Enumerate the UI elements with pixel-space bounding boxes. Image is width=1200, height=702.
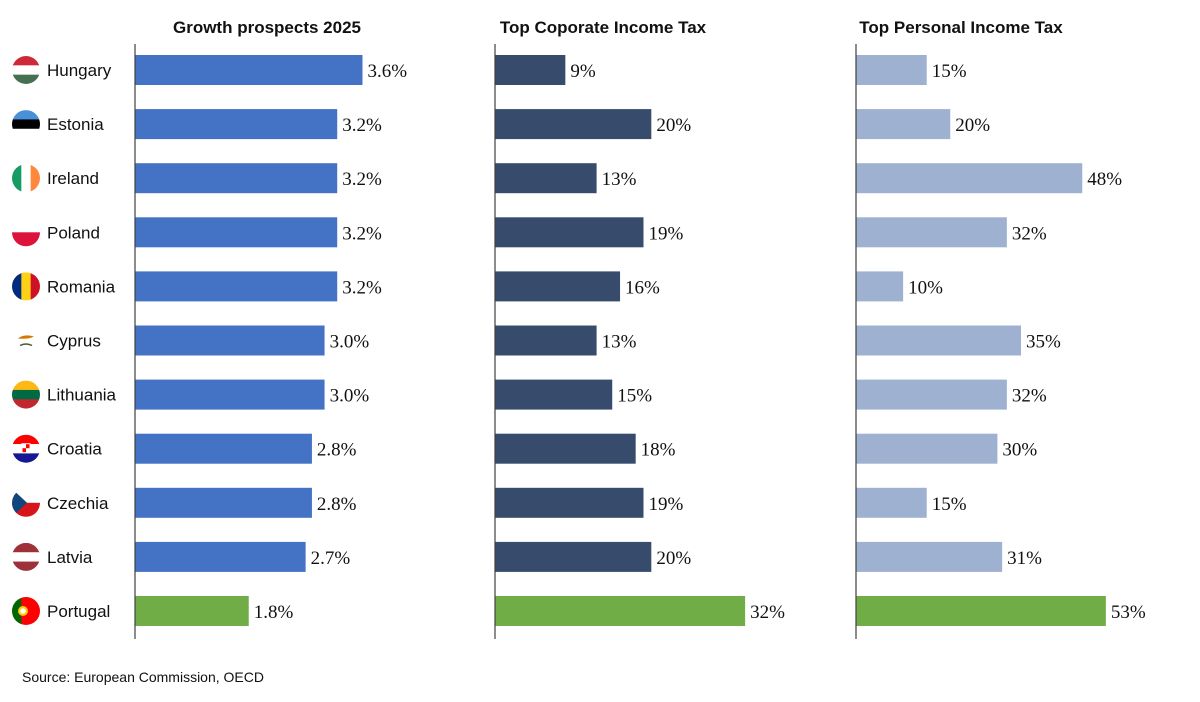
bar [856,596,1106,626]
data-label: 2.8% [317,440,357,461]
data-label: 1.8% [254,602,294,623]
bar [495,271,621,302]
bar [495,217,644,248]
data-label: 32% [1012,386,1047,407]
bar [495,433,636,464]
data-label: 15% [617,386,652,407]
croatia-flag-icon [12,434,40,463]
data-label: 10% [908,277,943,298]
data-label: 3.6% [367,61,407,82]
bar [135,217,338,248]
bar [495,541,652,572]
bar [135,325,325,356]
poland-flag-icon [12,218,40,247]
data-label: 19% [649,223,684,244]
country-label: Cyprus [47,332,101,351]
data-label: 3.0% [330,332,370,353]
bar [135,271,338,302]
data-label: 19% [649,494,684,515]
bar [856,433,998,464]
data-label: 53% [1111,602,1146,623]
data-label: 20% [955,115,990,136]
country-label: Croatia [47,440,102,459]
hungary-flag-icon [12,56,40,84]
data-label: 15% [932,61,967,82]
data-label: 2.8% [317,494,357,515]
data-label: 2.7% [311,548,351,569]
data-label: 3.2% [342,115,382,136]
panel-title: Top Coporate Income Tax [500,18,707,37]
romania-flag-icon [12,272,40,301]
bar [856,271,904,302]
latvia-flag-icon [12,542,40,571]
data-label: 31% [1007,548,1042,569]
bar [856,325,1021,356]
cyprus-flag-icon [12,326,40,355]
panel-2: Top Coporate Income Tax 9% 20% 13% 19% 16% 13%… [494,18,785,639]
bar [856,217,1007,248]
ireland-flag-icon [12,164,40,193]
data-label: 18% [641,440,676,461]
bar [135,109,338,140]
bar [495,379,613,410]
source-note: Source: European Commission, OECD [22,669,264,685]
country-label: Czechia [47,494,109,513]
lithuania-flag-icon [12,380,40,409]
data-label: 3.2% [342,277,382,298]
panel-title: Growth prospects 2025 [173,18,361,37]
country-label: Portugal [47,602,110,621]
data-label: 15% [932,494,967,515]
bar [495,109,652,140]
bar [856,109,951,140]
country-label: Romania [47,277,116,296]
data-label: 13% [602,332,637,353]
bar [856,379,1007,410]
data-label: 3.2% [342,223,382,244]
bar [856,541,1003,572]
data-label: 3.2% [342,169,382,190]
data-label: 9% [570,61,596,82]
country-label: Estonia [47,115,104,134]
country-label: Lithuania [47,386,117,405]
country-label: Ireland [47,169,99,188]
bar [135,596,249,626]
country-label: Hungary [47,61,112,80]
bar [135,379,325,410]
bar [495,596,746,626]
data-label: 30% [1002,440,1037,461]
bar [135,163,338,194]
bar [495,163,597,194]
bar [135,541,306,572]
bar [135,433,312,464]
data-label: 13% [602,169,637,190]
data-label: 3.0% [330,386,370,407]
data-label: 20% [656,115,691,136]
bar [495,55,566,85]
country-label-column: Hungary Estonia Ireland Poland Romania Cyprus… [47,61,117,621]
bar [135,487,312,518]
bar [495,325,597,356]
country-label: Poland [47,223,100,242]
panel-1: Growth prospects 2025 3.6% 3.2% 3.2% 3.2% 3.2… [134,18,407,639]
portugal-flag-icon [12,597,40,625]
estonia-flag-icon [12,110,40,139]
panel-title: Top Personal Income Tax [859,18,1063,37]
bar [856,487,927,518]
czechia-flag-icon [12,488,40,517]
flag-column [12,56,40,625]
data-label: 32% [1012,223,1047,244]
bar [856,163,1083,194]
panel-3: Top Personal Income Tax 15% 20% 48% 32% 10% 35… [855,18,1146,639]
data-label: 35% [1026,332,1061,353]
data-label: 48% [1087,169,1122,190]
chart-panels: Growth prospects 2025 3.6% 3.2% 3.2% 3.2% 3.2… [134,18,1146,639]
country-label: Latvia [47,548,93,567]
data-label: 32% [750,602,785,623]
data-label: 20% [656,548,691,569]
bar [135,55,363,85]
bar [495,487,644,518]
data-label: 16% [625,277,660,298]
bar [856,55,927,85]
